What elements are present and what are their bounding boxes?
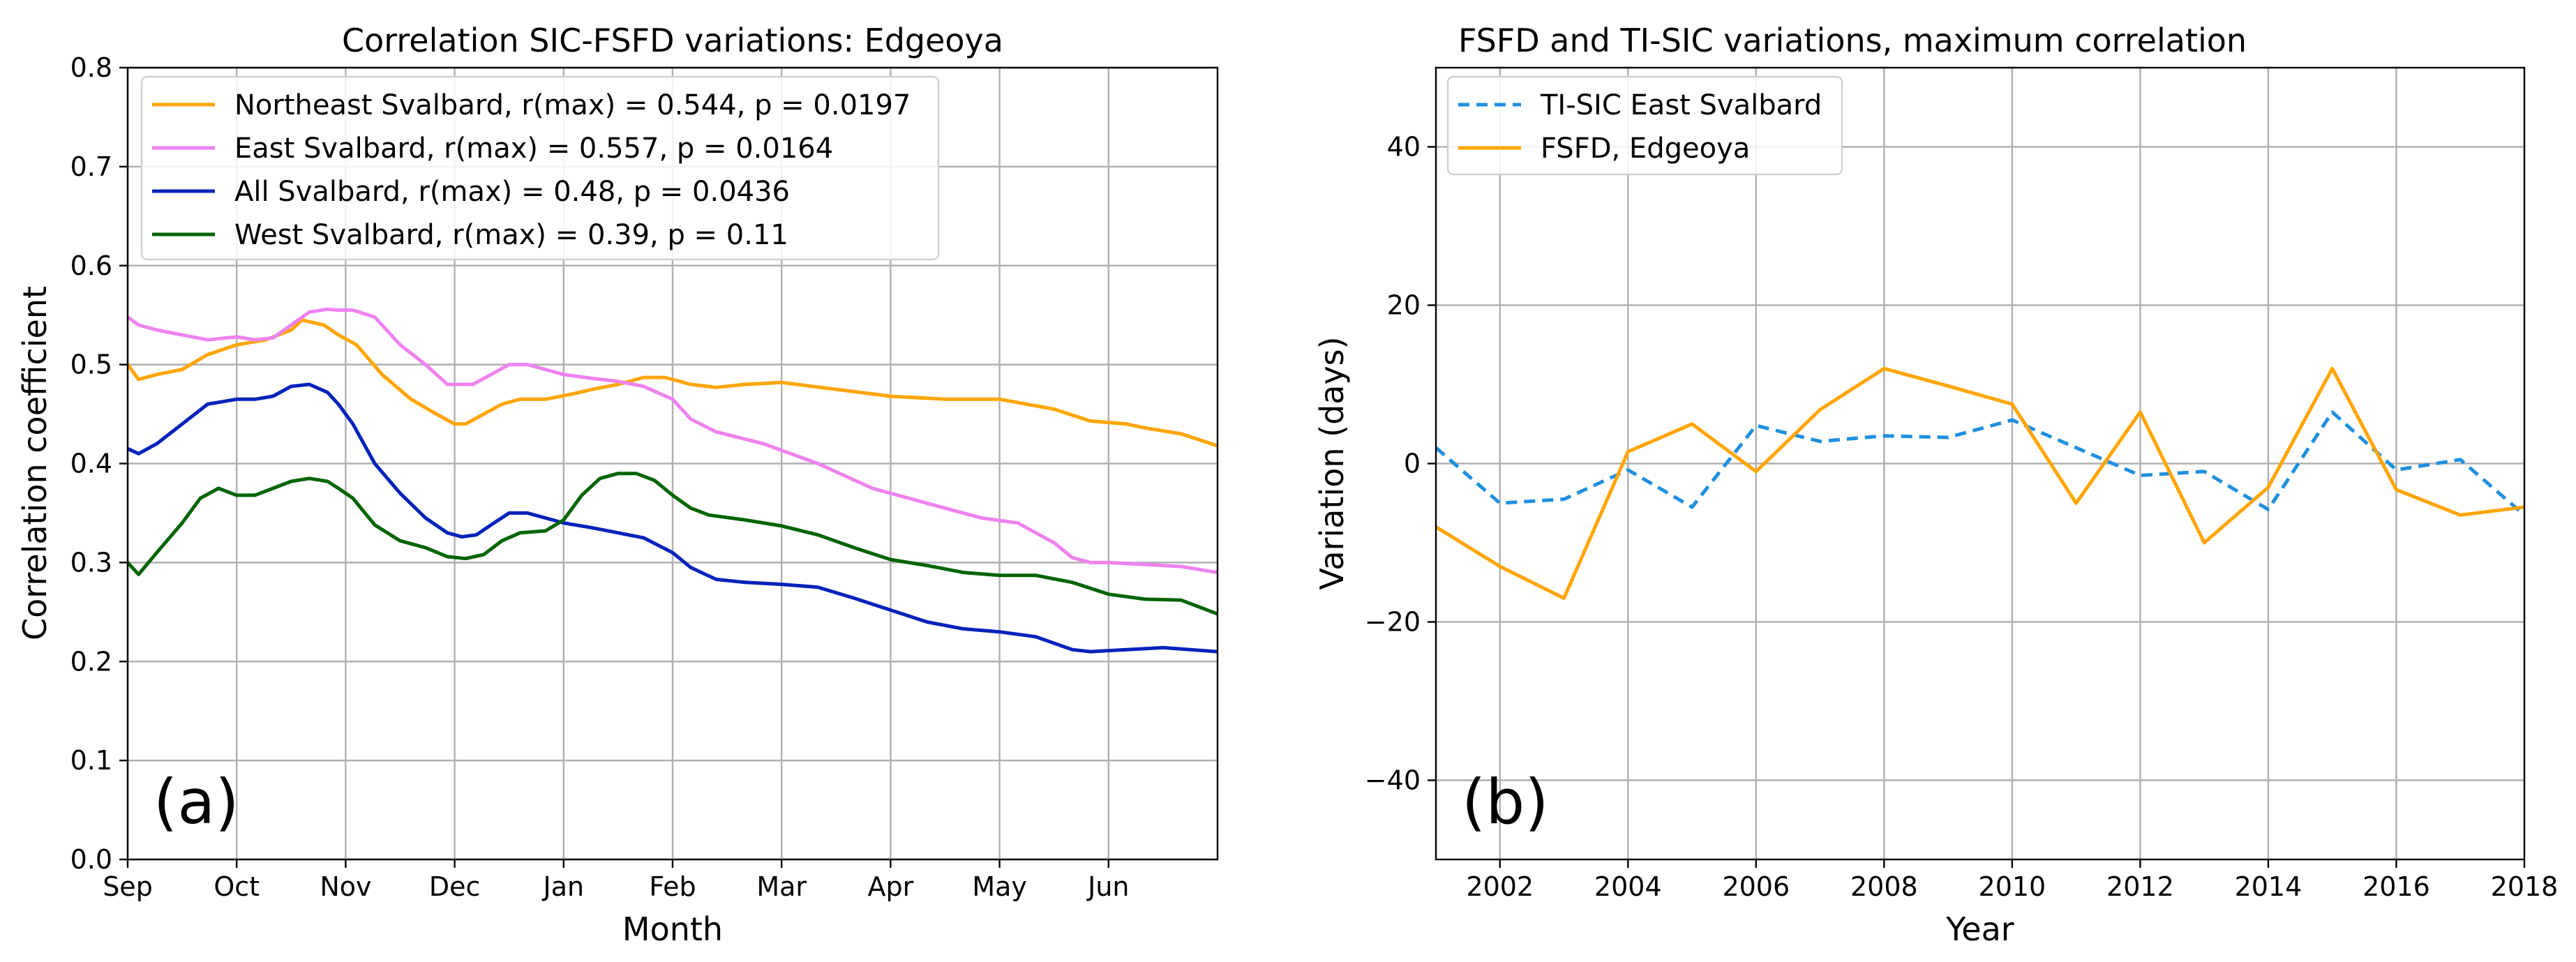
x-tick-label: May <box>972 871 1027 902</box>
x-tick-label: Nov <box>320 871 371 902</box>
x-tick-label: Oct <box>214 871 260 902</box>
x-tick-label: 2018 <box>2491 871 2559 902</box>
legend-label: All Svalbard, r(max) = 0.48, p = 0.0436 <box>234 176 790 208</box>
y-tick-label: 0.5 <box>70 350 112 380</box>
panel-a-correlation-chart: Correlation SIC-FSFD variations: Edgeoya… <box>16 22 1219 948</box>
y-tick-label: 0.3 <box>70 547 112 578</box>
panel-a-legend: Northeast Svalbard, r(max) = 0.544, p = … <box>140 75 940 261</box>
panel-a-series-group <box>128 307 1218 654</box>
x-tick-label: 2010 <box>1979 871 2046 902</box>
x-tick-label: Sep <box>103 871 153 902</box>
panel-a-ticks: Sep Oct Nov Dec Jan Feb Mar Apr May Jun 0.0 0.1 0.2 0… <box>70 52 1130 902</box>
legend-label: East Svalbard, r(max) = 0.557, p = 0.016… <box>234 133 833 165</box>
x-tick-label: 2016 <box>2362 871 2430 902</box>
x-tick-label: Dec <box>429 871 481 902</box>
y-tick-label: 0.7 <box>70 151 112 182</box>
panel-b-label: (b) <box>1462 766 1549 838</box>
x-tick-label: 2004 <box>1594 871 1662 902</box>
y-tick-label: 20 <box>1387 290 1421 321</box>
legend-label: FSFD, Edgeoya <box>1541 133 1750 165</box>
series-line-a-1 <box>128 307 1218 575</box>
panel-b-legend: TI-SIC East Svalbard FSFD, Edgeoya <box>1446 75 1843 176</box>
legend-label: Northeast Svalbard, r(max) = 0.544, p = … <box>234 89 911 121</box>
panel-a-ylabel: Correlation coefficient <box>16 286 54 640</box>
y-tick-label: 40 <box>1387 132 1421 163</box>
y-tick-label: 0 <box>1404 449 1421 479</box>
panel-a-xlabel: Month <box>622 910 723 948</box>
x-tick-label: Mar <box>756 871 807 902</box>
panel-b-legend-items: TI-SIC East Svalbard FSFD, Edgeoya <box>1458 89 1822 165</box>
series-line-a-3 <box>128 472 1218 616</box>
panel-a-title: Correlation SIC-FSFD variations: Edgeoya <box>342 22 1003 59</box>
panel-a-legend-box <box>140 75 940 261</box>
y-tick-label: −40 <box>1365 765 1421 796</box>
y-tick-label: 0.1 <box>70 745 112 776</box>
panel-b-variation-chart: FSFD and TI-SIC variations, maximum corr… <box>1313 22 2558 948</box>
panel-b-ylabel: Variation (days) <box>1313 336 1351 589</box>
panel-b-legend-box <box>1446 75 1843 176</box>
x-tick-label: Apr <box>868 871 914 902</box>
x-tick-label: 2008 <box>1850 871 1918 902</box>
panel-b-series-group <box>1436 366 2524 600</box>
panel-a-label: (a) <box>153 766 239 838</box>
x-tick-label: Feb <box>649 871 696 902</box>
panel-a-legend-items: Northeast Svalbard, r(max) = 0.544, p = … <box>152 89 911 251</box>
y-tick-label: 0.8 <box>70 52 112 83</box>
x-tick-label: 2014 <box>2235 871 2302 902</box>
y-tick-label: 0.4 <box>70 449 112 479</box>
y-tick-label: 0.0 <box>70 844 112 875</box>
y-tick-label: 0.6 <box>70 250 112 281</box>
panel-b-ticks: 2002 2004 2006 2008 2010 2012 2014 2016 2018 −40 −… <box>1365 132 2559 903</box>
y-tick-label: 0.2 <box>70 646 112 677</box>
series-line-b-1 <box>1436 366 2524 600</box>
x-tick-label: Jun <box>1086 871 1129 902</box>
x-tick-label: 2002 <box>1466 871 1534 902</box>
series-line-a-2 <box>128 382 1218 654</box>
panel-b-title: FSFD and TI-SIC variations, maximum corr… <box>1458 22 2247 59</box>
legend-label: TI-SIC East Svalbard <box>1540 89 1822 121</box>
panel-b-xlabel: Year <box>1945 910 2014 948</box>
x-tick-label: 2012 <box>2106 871 2174 902</box>
legend-label: West Svalbard, r(max) = 0.39, p = 0.11 <box>234 219 788 251</box>
panel-b-grid <box>1436 68 2526 859</box>
y-tick-label: −20 <box>1365 607 1421 638</box>
x-tick-label: 2006 <box>1722 871 1790 902</box>
x-tick-label: Jan <box>542 871 585 902</box>
